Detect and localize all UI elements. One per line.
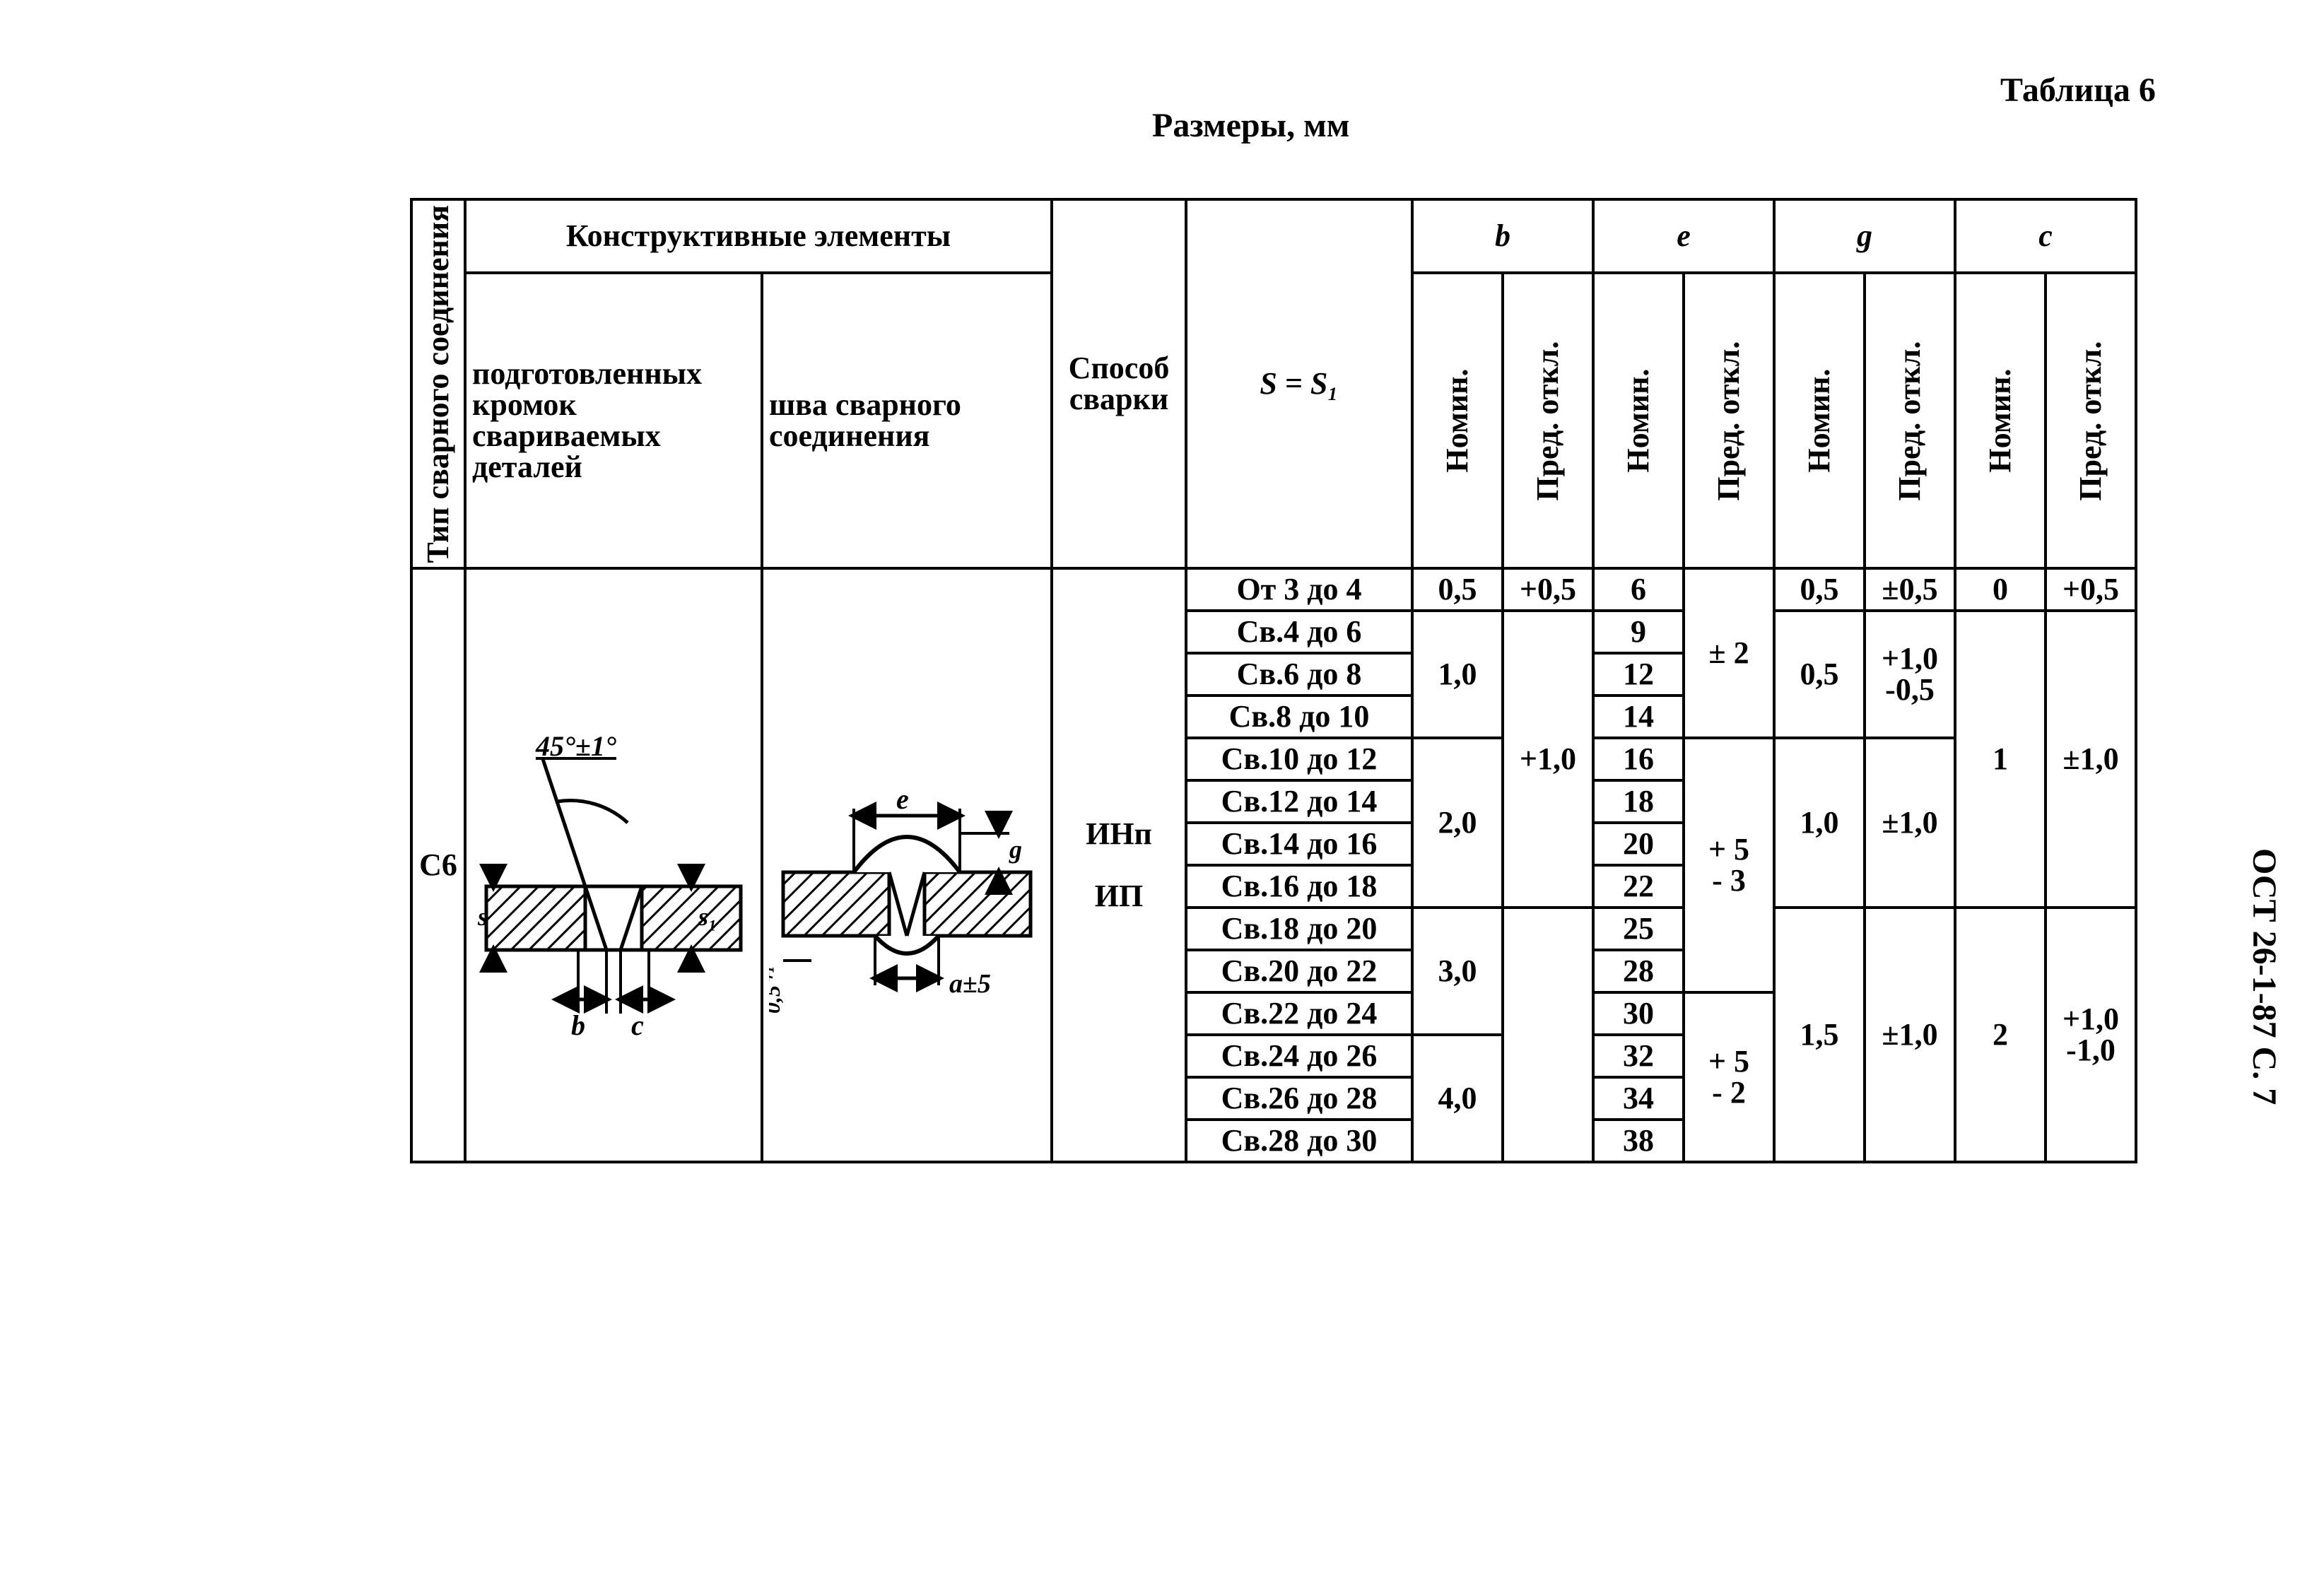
- cell-s: Св.24 до 26: [1186, 1035, 1412, 1077]
- cell-b-tol: +1,0: [1503, 611, 1593, 908]
- cell-s: Св.4 до 6: [1186, 611, 1412, 653]
- cell-s: От 3 до 4: [1186, 568, 1412, 611]
- cell-b-tol: [1503, 908, 1593, 1162]
- cell-e-nom: 28: [1593, 950, 1684, 992]
- diagram-prep: 45°±1° s s₁: [465, 568, 762, 1162]
- cell-e-nom: 20: [1593, 823, 1684, 865]
- hdr-b-tol: Пред. откл.: [1503, 273, 1593, 569]
- cell-c-tol: ±1,0: [2046, 611, 2136, 908]
- cell-g-nom: 0,5: [1774, 611, 1865, 738]
- cell-e-tol: + 5 - 3: [1684, 738, 1774, 992]
- label-a: a±5: [949, 969, 991, 999]
- cell-c-nom: 1: [1955, 611, 2046, 908]
- cell-c-tol: +0,5: [2046, 568, 2136, 611]
- cell-s: Св.26 до 28: [1186, 1077, 1412, 1120]
- hdr-method: Способ сварки: [1052, 199, 1186, 568]
- cell-g-tol: +1,0 -0,5: [1865, 611, 1955, 738]
- cell-g-nom: 0,5: [1774, 568, 1865, 611]
- cell-joint-type: С6: [411, 568, 465, 1162]
- cell-method: ИНп ИП: [1052, 568, 1186, 1162]
- label-s1: s₁: [698, 903, 717, 931]
- cell-e-nom: 30: [1593, 992, 1684, 1035]
- dimensions-table: Тип сварного соединения Конструктивные э…: [410, 198, 2137, 1163]
- title-dimensions: Размеры, мм: [1152, 106, 1350, 145]
- cell-s: Св.22 до 24: [1186, 992, 1412, 1035]
- cell-g-tol: ±0,5: [1865, 568, 1955, 611]
- label-e: e: [896, 783, 909, 815]
- cell-g-tol: ±1,0: [1865, 908, 1955, 1162]
- label-s: s: [477, 903, 488, 931]
- hdr-c-tol: Пред. откл.: [2046, 273, 2136, 569]
- hdr-c: c: [1955, 199, 2136, 273]
- cell-e-nom: 9: [1593, 611, 1684, 653]
- hdr-e-nom: Номин.: [1593, 273, 1684, 569]
- hdr-g-tol: Пред. откл.: [1865, 273, 1955, 569]
- page-side-label: ОСТ 26-1-87 С. 7: [2245, 848, 2284, 1105]
- cell-s: Св.12 до 14: [1186, 780, 1412, 823]
- cell-e-nom: 6: [1593, 568, 1684, 611]
- cell-g-nom: 1,5: [1774, 908, 1865, 1162]
- hdr-c-nom: Номин.: [1955, 273, 2046, 569]
- hdr-s: S = S₁: [1186, 199, 1412, 568]
- hdr-e-tol: Пред. откл.: [1684, 273, 1774, 569]
- cell-e-nom: 34: [1593, 1077, 1684, 1120]
- hdr-seam: шва сварного соединения: [762, 273, 1052, 569]
- cell-s: Св.8 до 10: [1186, 696, 1412, 738]
- hdr-b-nom: Номин.: [1412, 273, 1503, 569]
- hdr-prep: подготовленных кромок свариваемых детале…: [465, 273, 762, 569]
- cell-e-tol: ± 2: [1684, 568, 1774, 738]
- hdr-e: e: [1593, 199, 1774, 273]
- cell-e-nom: 25: [1593, 908, 1684, 950]
- cell-b-tol: +0,5: [1503, 568, 1593, 611]
- cell-c-nom: 0: [1955, 568, 2046, 611]
- cell-s: Св.14 до 16: [1186, 823, 1412, 865]
- label-c: c: [631, 1009, 644, 1041]
- hdr-b: b: [1412, 199, 1593, 273]
- cell-e-nom: 18: [1593, 780, 1684, 823]
- cell-e-tol: + 5 - 2: [1684, 992, 1774, 1162]
- cell-g-tol: ±1,0: [1865, 738, 1955, 908]
- cell-b-nom: 1,0: [1412, 611, 1503, 738]
- hdr-type: Тип сварного соединения: [411, 199, 465, 568]
- cell-b-nom: 2,0: [1412, 738, 1503, 908]
- label-g: g: [1009, 835, 1022, 864]
- diagram-seam: e g a±5: [762, 568, 1052, 1162]
- cell-c-nom: 2: [1955, 908, 2046, 1162]
- table-row: С6: [411, 568, 2136, 611]
- label-base: 0,5⁺¹: [769, 967, 785, 1014]
- cell-e-nom: 16: [1593, 738, 1684, 780]
- label-angle: 45°±1°: [535, 730, 616, 762]
- cell-s: Св.28 до 30: [1186, 1120, 1412, 1162]
- cell-s: Св.18 до 20: [1186, 908, 1412, 950]
- cell-b-nom: 3,0: [1412, 908, 1503, 1035]
- cell-s: Св.20 до 22: [1186, 950, 1412, 992]
- hdr-g: g: [1774, 199, 1955, 273]
- title-table-number: Таблица 6: [2000, 71, 2156, 110]
- cell-e-nom: 12: [1593, 653, 1684, 696]
- cell-e-nom: 14: [1593, 696, 1684, 738]
- hdr-constr: Конструктивные элементы: [465, 199, 1052, 273]
- label-b: b: [571, 1009, 585, 1041]
- cell-s: Св.6 до 8: [1186, 653, 1412, 696]
- cell-b-nom: 4,0: [1412, 1035, 1503, 1162]
- hdr-g-nom: Номин.: [1774, 273, 1865, 569]
- cell-e-nom: 32: [1593, 1035, 1684, 1077]
- cell-s: Св.16 до 18: [1186, 865, 1412, 908]
- cell-b-nom: 0,5: [1412, 568, 1503, 611]
- cell-s: Св.10 до 12: [1186, 738, 1412, 780]
- cell-c-tol: +1,0 -1,0: [2046, 908, 2136, 1162]
- cell-e-nom: 22: [1593, 865, 1684, 908]
- cell-e-nom: 38: [1593, 1120, 1684, 1162]
- cell-g-nom: 1,0: [1774, 738, 1865, 908]
